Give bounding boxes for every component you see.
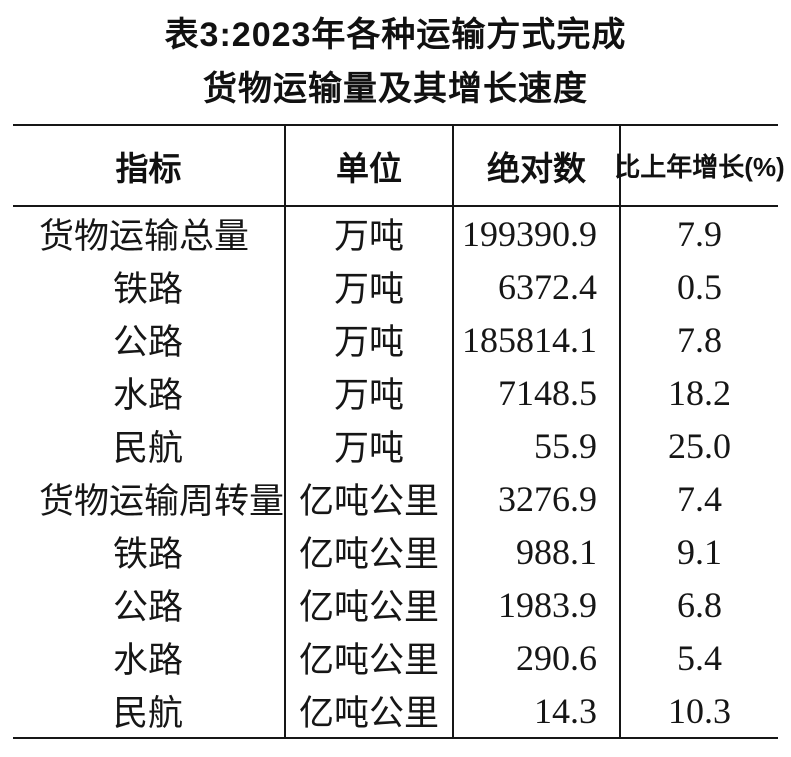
indicator-cell: 铁路 bbox=[13, 525, 286, 578]
unit-cell: 亿吨公里 bbox=[286, 578, 454, 631]
indicator-cell: 公路 bbox=[13, 578, 286, 631]
unit-cell: 亿吨公里 bbox=[286, 525, 454, 578]
growth-cell: 6.8 bbox=[677, 584, 722, 625]
growth-cell: 9.1 bbox=[677, 531, 722, 572]
growth-cell: 0.5 bbox=[677, 266, 722, 307]
indicator-cell: 水路 bbox=[13, 631, 286, 684]
growth-cell: 7.9 bbox=[677, 213, 722, 254]
value-cell: 14.3 bbox=[454, 684, 621, 737]
indicator-cell: 水路 bbox=[13, 366, 286, 419]
growth-cell: 25.0 bbox=[668, 425, 731, 466]
unit-cell: 亿吨公里 bbox=[286, 684, 454, 737]
freight-table: 指标 单位 绝对数 比上年增长(%) 货物运输总量 万吨 199390.9 7.… bbox=[13, 124, 785, 739]
header-growth: 比上年增长(%) bbox=[614, 126, 785, 207]
growth-cell: 7.4 bbox=[677, 478, 722, 519]
indicator-cell: 铁路 bbox=[13, 260, 286, 313]
unit-cell: 万吨 bbox=[286, 366, 454, 419]
growth-cell: 5.4 bbox=[677, 637, 722, 678]
page-title: 表3:2023年各种运输方式完成 货物运输量及其增长速度 bbox=[0, 8, 791, 116]
indicator-cell: 民航 bbox=[13, 419, 286, 472]
header-absolute: 绝对数 bbox=[454, 126, 621, 207]
value-cell: 185814.1 bbox=[454, 313, 621, 366]
unit-cell: 万吨 bbox=[286, 260, 454, 313]
header-unit: 单位 bbox=[286, 126, 454, 207]
unit-cell: 亿吨公里 bbox=[286, 472, 454, 525]
indicator-cell: 货物运输总量 bbox=[13, 207, 286, 260]
unit-cell: 万吨 bbox=[286, 419, 454, 472]
title-line-2: 货物运输量及其增长速度 bbox=[203, 70, 588, 108]
indicator-cell: 民航 bbox=[13, 684, 286, 737]
unit-cell: 万吨 bbox=[286, 313, 454, 366]
growth-cell: 7.8 bbox=[677, 319, 722, 360]
value-cell: 7148.5 bbox=[454, 366, 621, 419]
title-line-1: 表3:2023年各种运输方式完成 bbox=[164, 16, 627, 54]
header-indicator: 指标 bbox=[13, 126, 286, 207]
value-cell: 1983.9 bbox=[454, 578, 621, 631]
value-cell: 55.9 bbox=[454, 419, 621, 472]
value-cell: 3276.9 bbox=[454, 472, 621, 525]
value-cell: 988.1 bbox=[454, 525, 621, 578]
indicator-cell: 公路 bbox=[13, 313, 286, 366]
unit-cell: 万吨 bbox=[286, 207, 454, 260]
indicator-cell: 货物运输周转量 bbox=[13, 472, 286, 525]
growth-cell: 10.3 bbox=[668, 690, 731, 731]
value-cell: 199390.9 bbox=[454, 207, 621, 260]
value-cell: 290.6 bbox=[454, 631, 621, 684]
growth-cell: 18.2 bbox=[668, 372, 731, 413]
value-cell: 6372.4 bbox=[454, 260, 621, 313]
unit-cell: 亿吨公里 bbox=[286, 631, 454, 684]
